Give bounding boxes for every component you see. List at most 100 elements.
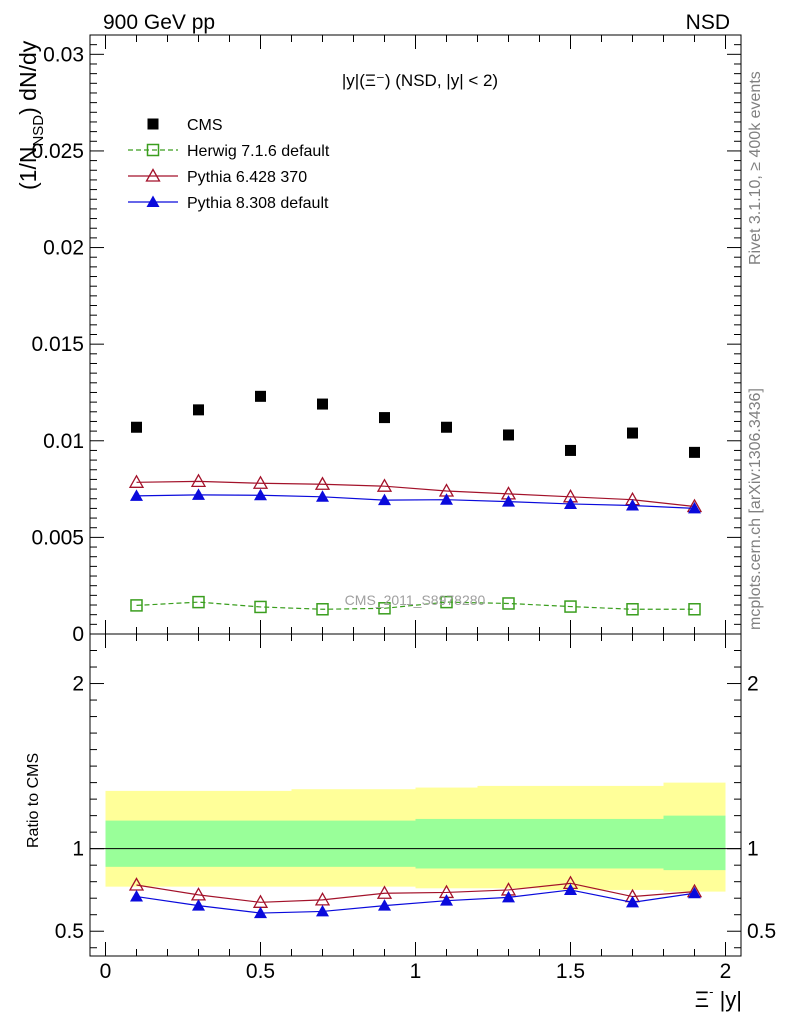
- x-axis-label-part-c: |y|: [713, 987, 742, 1012]
- y-tick-label: 0.03: [43, 43, 84, 66]
- data-point: [316, 490, 329, 502]
- series-line: [136, 494, 695, 510]
- data-point: [564, 600, 577, 613]
- data-point: [316, 603, 329, 616]
- ratio-series-line: [136, 882, 695, 903]
- series-line: [136, 480, 695, 508]
- data-point: [503, 429, 514, 441]
- ratio-y-tick-label-right: 2: [747, 673, 759, 696]
- legend-marker: [146, 195, 160, 207]
- y-tick-label: 0.015: [31, 333, 84, 356]
- ratio-y-tick-label-right: 1: [747, 838, 759, 861]
- data-point: [502, 597, 515, 610]
- uncertainty-band-green: [105, 820, 168, 867]
- data-point: [378, 493, 391, 506]
- header-left: 900 GeV pp: [103, 11, 215, 34]
- legend-marker: [145, 168, 161, 182]
- x-tick-label: 0: [100, 960, 112, 983]
- legend-label: CMS: [187, 117, 223, 134]
- data-point: [689, 446, 700, 458]
- data-point: [626, 499, 639, 511]
- uncertainty-band-green: [477, 818, 540, 869]
- x-axis-label-sup: -: [709, 984, 713, 999]
- data-point: [440, 595, 453, 609]
- uncertainty-band-green: [291, 820, 354, 867]
- y-tick-label: 0.01: [43, 430, 84, 453]
- data-point: [255, 390, 266, 402]
- data-point: [193, 404, 204, 416]
- data-point: [254, 488, 267, 501]
- y-tick-label: 0: [72, 623, 84, 646]
- side-text-mcplots: mcplots.cern.ch [arXiv:1306.3436]: [747, 388, 764, 630]
- data-point: [565, 444, 576, 456]
- data-point: [130, 489, 143, 501]
- series-line: [136, 601, 695, 610]
- ratio-y-tick-label-right: 0.5: [747, 920, 776, 943]
- data-point: [131, 421, 142, 433]
- data-point: [627, 427, 638, 439]
- data-point: [440, 493, 453, 505]
- ratio-data-point: [626, 895, 639, 908]
- x-tick-label: 2: [720, 960, 732, 983]
- ratio-data-point: [376, 885, 393, 899]
- uncertainty-band-green: [229, 820, 292, 867]
- ratio-data-point: [130, 890, 143, 902]
- y-axis-label: (1/NNSD) dN/dy: [15, 40, 47, 190]
- data-point: [376, 478, 393, 492]
- data-point: [252, 475, 269, 489]
- legend-marker: [146, 143, 160, 157]
- ratio-data-point: [192, 899, 205, 911]
- legend-marker: [147, 118, 159, 130]
- y-tick-label: 0.005: [31, 526, 84, 549]
- y-axis-label-part-a: (1/N: [15, 147, 41, 190]
- ratio-y-tick-label: 0.5: [55, 920, 84, 943]
- data-point: [190, 473, 207, 488]
- plot-title: |y|(Ξ⁻) (NSD, |y| < 2): [342, 71, 498, 90]
- data-point: [378, 602, 391, 615]
- ratio-data-point: [502, 890, 515, 903]
- ratio-data-point: [564, 883, 577, 895]
- ratio-axis-label: Ratio to CMS: [25, 753, 42, 848]
- y-axis-label-part-c: ) dN/dy: [15, 40, 41, 115]
- ratio-data-point: [316, 904, 329, 917]
- data-point: [317, 398, 328, 410]
- y-tick-label: 0.025: [31, 140, 84, 163]
- ratio-data-point: [254, 906, 267, 919]
- data-point: [564, 497, 577, 509]
- watermark: CMS_2011_S8978280: [345, 592, 486, 608]
- uncertainty-band-green: [539, 818, 602, 869]
- ratio-data-point: [128, 877, 145, 891]
- data-point: [254, 600, 267, 614]
- data-point: [441, 421, 452, 433]
- side-text-rivet: Rivet 3.1.10, ≥ 400k events: [747, 71, 764, 265]
- legend-label: Pythia 6.428 370: [187, 169, 307, 186]
- x-tick-label: 1: [410, 960, 422, 983]
- y-tick-label: 0.02: [43, 237, 84, 260]
- legend-label: Herwig 7.1.6 default: [187, 143, 330, 160]
- uncertainty-band-green: [663, 815, 726, 871]
- ratio-y-tick-label: 2: [72, 673, 84, 696]
- x-tick-label: 0.5: [246, 960, 275, 983]
- ratio-series-line: [136, 889, 695, 914]
- data-point: [192, 488, 205, 500]
- uncertainty-band-green: [353, 820, 416, 867]
- x-tick-label: 1.5: [556, 960, 585, 983]
- data-point: [688, 603, 701, 616]
- ratio-data-point: [440, 894, 453, 906]
- data-point: [688, 501, 701, 514]
- x-axis-label-part-a: Ξ: [695, 987, 709, 1012]
- x-axis-label: Ξ- |y|: [695, 984, 742, 1012]
- ratio-data-point: [688, 886, 701, 899]
- legend-label: Pythia 8.308 default: [187, 195, 329, 212]
- uncertainty-band-green: [601, 818, 664, 869]
- data-point: [130, 599, 143, 612]
- data-point: [192, 595, 205, 609]
- data-point: [379, 412, 390, 424]
- y-axis-label-sub: NSD: [30, 115, 47, 147]
- ratio-y-tick-label: 1: [72, 838, 84, 861]
- uncertainty-band-green: [415, 818, 478, 869]
- header-right: NSD: [686, 11, 730, 34]
- data-point: [314, 476, 331, 490]
- ratio-data-point: [314, 892, 331, 906]
